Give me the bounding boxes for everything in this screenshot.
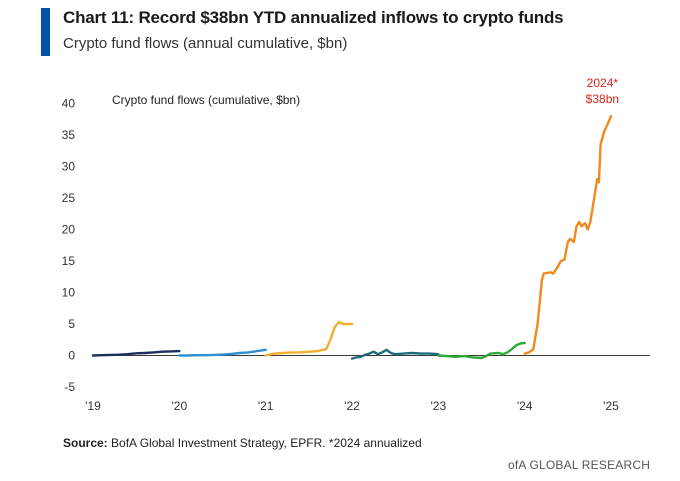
y-tick-label: 30 [62, 160, 76, 174]
inner-chart-label: Crypto fund flows (cumulative, $bn) [112, 93, 300, 107]
series-line [91, 349, 181, 357]
x-axis-labels: '19 '20 '21 '22 '23 '24 '25 [85, 399, 619, 413]
x-tick-label: '19 [85, 399, 101, 413]
y-tick-label: 25 [62, 191, 76, 205]
series-line [264, 320, 354, 357]
annotation-line-2: $38bn [586, 92, 619, 106]
y-tick-label: 40 [62, 97, 76, 111]
x-tick-label: '25 [603, 399, 619, 413]
y-tick-label: 15 [62, 254, 76, 268]
x-tick-label: '20 [172, 399, 188, 413]
source-note: Source: BofA Global Investment Strategy,… [63, 436, 422, 450]
accent-bar [41, 8, 50, 56]
source-text: BofA Global Investment Strategy, EPFR. *… [107, 436, 422, 450]
x-tick-label: '23 [431, 399, 447, 413]
y-tick-label: 35 [62, 128, 76, 142]
annotation-2024: 2024* $38bn [586, 76, 619, 106]
annotation-line-1: 2024* [587, 76, 619, 90]
x-tick-label: '24 [517, 399, 533, 413]
y-tick-label: -5 [64, 380, 75, 394]
source-label: Source: [63, 436, 108, 450]
x-tick-label: '22 [344, 399, 360, 413]
y-axis-labels: -5 0 5 10 15 20 25 30 35 40 [62, 97, 76, 395]
y-tick-label: 0 [68, 349, 75, 363]
y-tick-label: 20 [62, 223, 76, 237]
series-line [178, 348, 267, 357]
y-tick-label: 5 [68, 317, 75, 331]
series-lines [91, 114, 613, 360]
series-line [437, 341, 526, 360]
brand-logo-text: ofA GLOBAL RESEARCH [508, 458, 651, 472]
chart-title: Chart 11: Record $38bn YTD annualized in… [63, 8, 564, 27]
series-line [350, 348, 440, 360]
chart-subtitle: Crypto fund flows (annual cumulative, $b… [63, 35, 348, 52]
y-tick-label: 10 [62, 286, 76, 300]
x-tick-label: '21 [258, 399, 274, 413]
series-line [523, 114, 613, 355]
